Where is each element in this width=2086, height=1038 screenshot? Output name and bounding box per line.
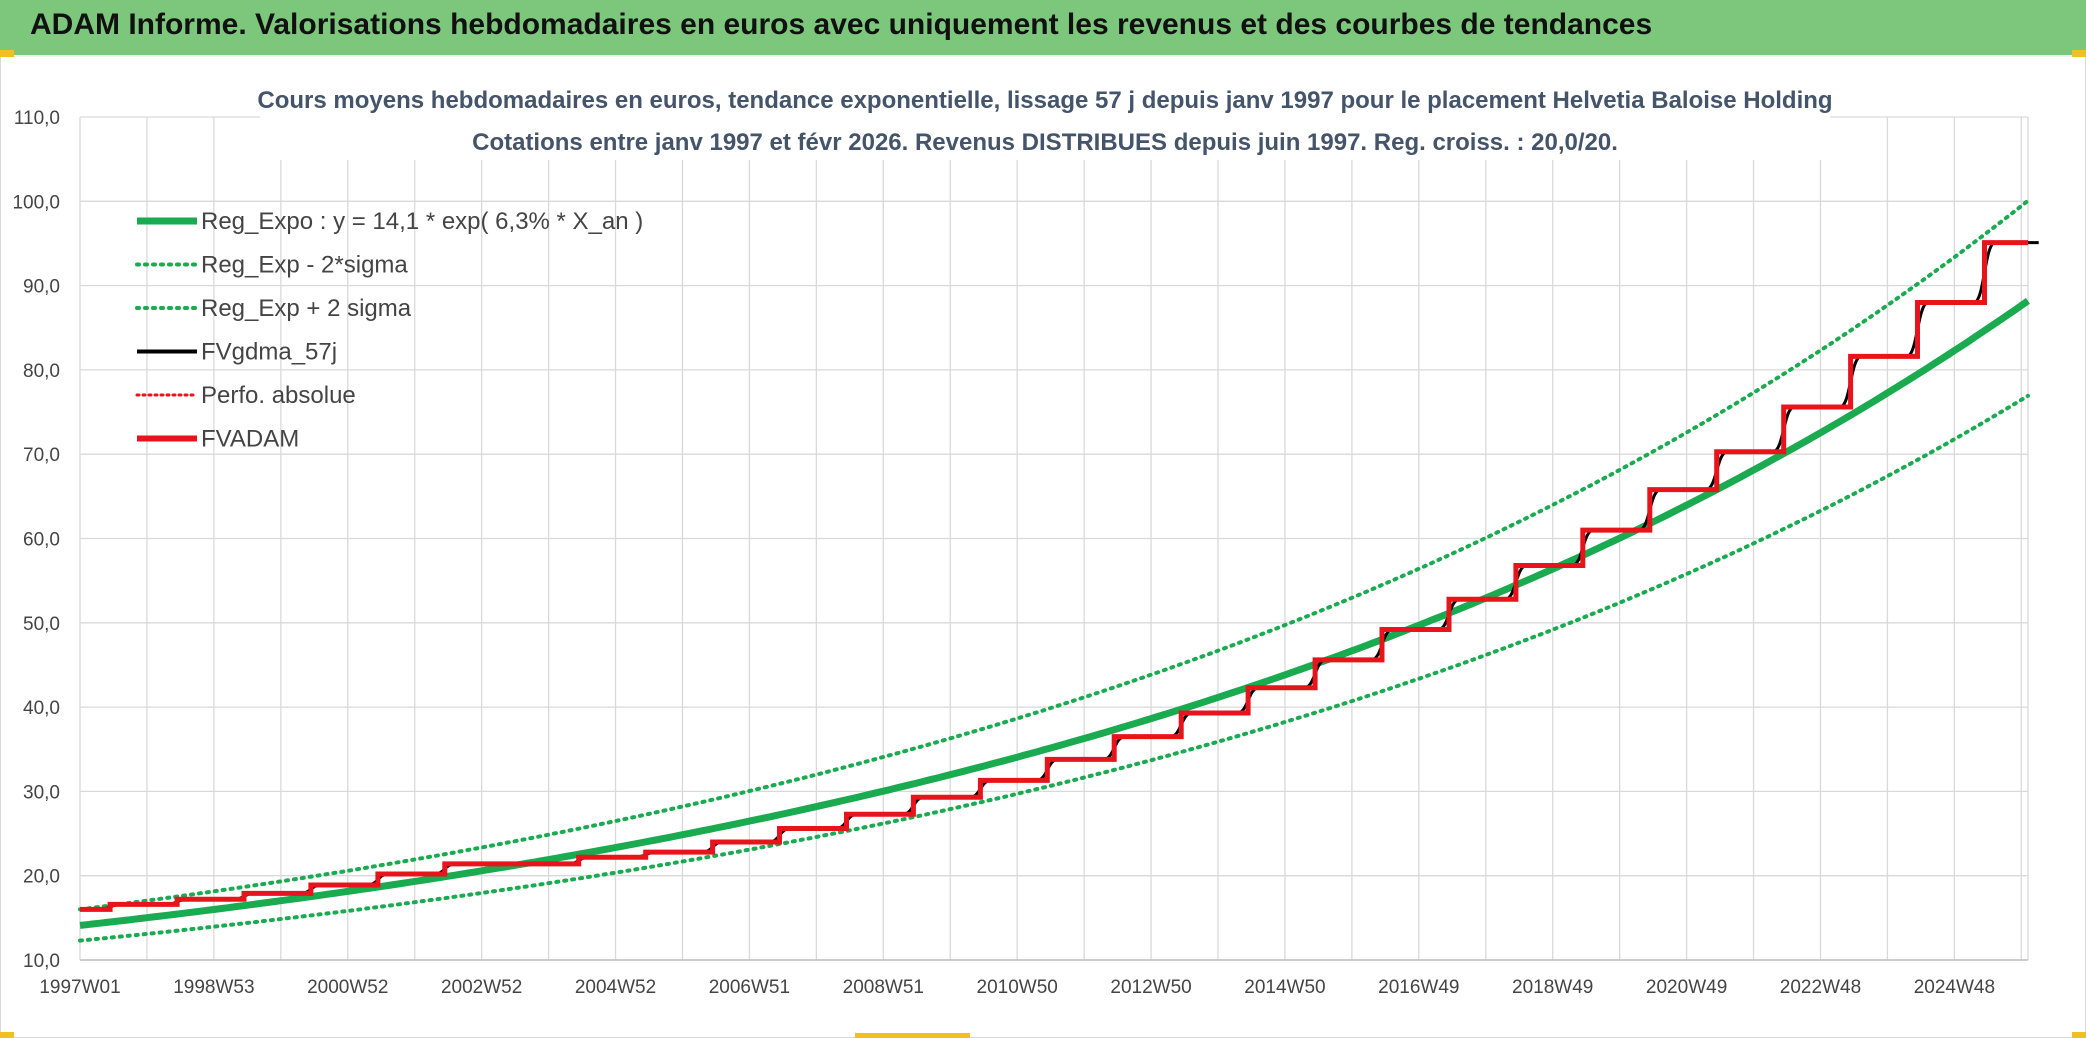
- legend: Reg_Expo : y = 14,1 * exp( 6,3% * X_an )…: [135, 208, 643, 453]
- x-tick-label: 2004W52: [575, 977, 656, 998]
- legend-fvadam-label: FVADAM: [201, 426, 299, 453]
- x-tick-label: 2002W52: [441, 977, 522, 998]
- grid: [79, 116, 2029, 961]
- y-tick-label: 20,0: [23, 867, 60, 888]
- y-axis-ticks: 10,0 20,0 30,0 40,0 50,0 60,0 70,0 80,0 90,0 100,…: [12, 108, 60, 972]
- title-background: [260, 78, 1830, 160]
- x-tick-label: 2020W49: [1646, 977, 1727, 998]
- y-tick-label: 40,0: [23, 698, 60, 719]
- x-tick-label: 1997W01: [39, 977, 120, 998]
- x-tick-label: 2000W52: [307, 977, 388, 998]
- series-reg-expo: [79, 298, 2030, 929]
- legend-reg-exp-minus-label: Reg_Exp - 2*sigma: [201, 252, 408, 279]
- series-fvadam: [80, 240, 2028, 912]
- footer-marker: [855, 1033, 970, 1038]
- legend-fvgdma-label: FVgdma_57j: [201, 339, 337, 366]
- x-tick-label: 2006W51: [709, 977, 790, 998]
- banner-corner-left: [0, 50, 14, 57]
- y-tick-label: 30,0: [23, 782, 60, 803]
- footer-corner-right: [2072, 1032, 2086, 1038]
- x-tick-label: 2022W48: [1780, 977, 1861, 998]
- series-reg-exp-minus-2sigma: [78, 393, 2030, 943]
- x-tick-label: 2018W49: [1512, 977, 1593, 998]
- y-tick-label: 10,0: [23, 951, 60, 972]
- footer-corner-left: [0, 1032, 14, 1038]
- banner: ADAM Informe. Valorisations hebdomadaire…: [0, 0, 2086, 57]
- y-tick-label: 50,0: [23, 614, 60, 635]
- banner-corner-right: [2072, 50, 2086, 57]
- series-fvgdma-57j: [80, 241, 2039, 911]
- x-tick-label: 2024W48: [1914, 977, 1995, 998]
- legend-perfo-absolue-label: Perfo. absolue: [201, 382, 356, 409]
- x-tick-label: 2012W50: [1110, 977, 1191, 998]
- x-tick-label: 2016W49: [1378, 977, 1459, 998]
- x-tick-label: 2008W51: [843, 977, 924, 998]
- series-reg-exp-plus-2sigma: [78, 198, 2030, 912]
- y-tick-label: 110,0: [14, 108, 60, 129]
- legend-reg-exp-plus-label: Reg_Exp + 2 sigma: [201, 295, 412, 322]
- chart-titles: Cours moyens hebdomadaires en euros, ten…: [257, 78, 1833, 160]
- y-tick-label: 80,0: [23, 361, 60, 382]
- y-tick-label: 60,0: [23, 530, 60, 551]
- legend-reg-expo-label: Reg_Expo : y = 14,1 * exp( 6,3% * X_an ): [201, 208, 643, 235]
- x-axis-ticks: 1997W01 1998W53 2000W52 2002W52 2004W52 2006W…: [39, 977, 1995, 998]
- chart-title: Cours moyens hebdomadaires en euros, ten…: [257, 87, 1832, 114]
- y-tick-label: 70,0: [23, 445, 60, 466]
- y-tick-label: 100,0: [12, 192, 60, 213]
- x-tick-label: 2014W50: [1244, 977, 1325, 998]
- chart-subtitle: Cotations entre janv 1997 et févr 2026. …: [472, 129, 1618, 156]
- x-tick-label: 2010W50: [977, 977, 1058, 998]
- y-tick-label: 90,0: [23, 277, 60, 298]
- x-tick-label: 1998W53: [173, 977, 254, 998]
- banner-title: ADAM Informe. Valorisations hebdomadaire…: [30, 8, 1653, 41]
- series-layer: [78, 198, 2039, 943]
